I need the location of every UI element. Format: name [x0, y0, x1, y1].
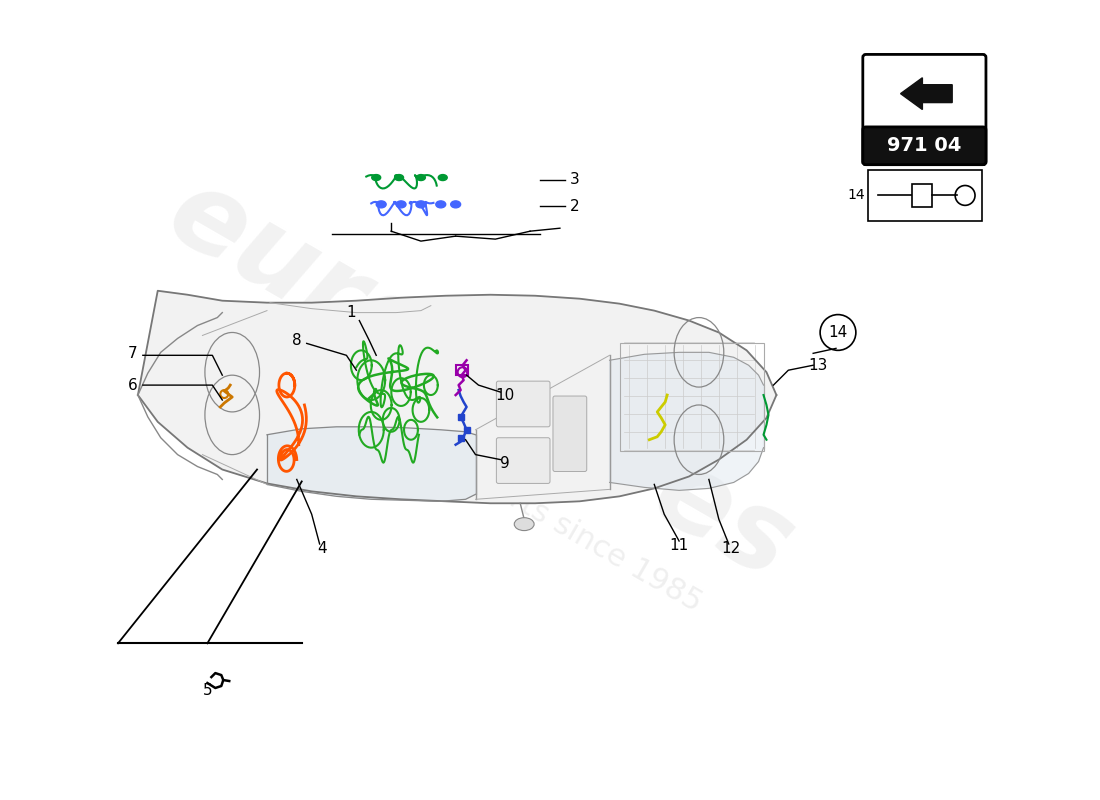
- Text: a passion for parts since 1985: a passion for parts since 1985: [294, 362, 707, 618]
- Polygon shape: [609, 352, 763, 490]
- FancyBboxPatch shape: [862, 54, 986, 165]
- FancyArrow shape: [901, 78, 953, 110]
- Polygon shape: [267, 427, 475, 502]
- Text: 5: 5: [202, 683, 212, 698]
- Text: 10: 10: [496, 387, 515, 402]
- FancyBboxPatch shape: [496, 381, 550, 427]
- Ellipse shape: [417, 174, 426, 181]
- Ellipse shape: [396, 201, 406, 208]
- Text: 8: 8: [292, 333, 301, 348]
- Text: 11: 11: [670, 538, 689, 554]
- Ellipse shape: [376, 201, 386, 208]
- Text: 4: 4: [317, 542, 327, 557]
- Text: 971 04: 971 04: [888, 136, 961, 155]
- Ellipse shape: [515, 518, 535, 530]
- Ellipse shape: [395, 174, 404, 181]
- Ellipse shape: [436, 201, 446, 208]
- Text: 2: 2: [570, 199, 580, 214]
- Bar: [463, 427, 470, 433]
- Ellipse shape: [372, 174, 381, 181]
- Text: 1: 1: [346, 305, 356, 320]
- Ellipse shape: [416, 201, 426, 208]
- Text: 12: 12: [722, 542, 740, 557]
- Text: 13: 13: [808, 358, 828, 373]
- Text: 14: 14: [847, 189, 865, 202]
- FancyBboxPatch shape: [496, 438, 550, 483]
- Ellipse shape: [451, 201, 461, 208]
- FancyBboxPatch shape: [913, 183, 933, 207]
- Text: 6: 6: [128, 378, 138, 393]
- FancyBboxPatch shape: [862, 127, 986, 165]
- Bar: [458, 434, 463, 441]
- Bar: [458, 414, 463, 420]
- Text: 7: 7: [128, 346, 138, 361]
- Text: 14: 14: [828, 325, 848, 340]
- Polygon shape: [138, 290, 777, 503]
- Ellipse shape: [438, 174, 448, 181]
- Text: 3: 3: [570, 172, 580, 187]
- Text: eurospares: eurospares: [150, 158, 812, 602]
- FancyBboxPatch shape: [553, 396, 586, 471]
- FancyBboxPatch shape: [868, 170, 982, 222]
- Text: 9: 9: [500, 456, 510, 471]
- Bar: [455, 366, 468, 375]
